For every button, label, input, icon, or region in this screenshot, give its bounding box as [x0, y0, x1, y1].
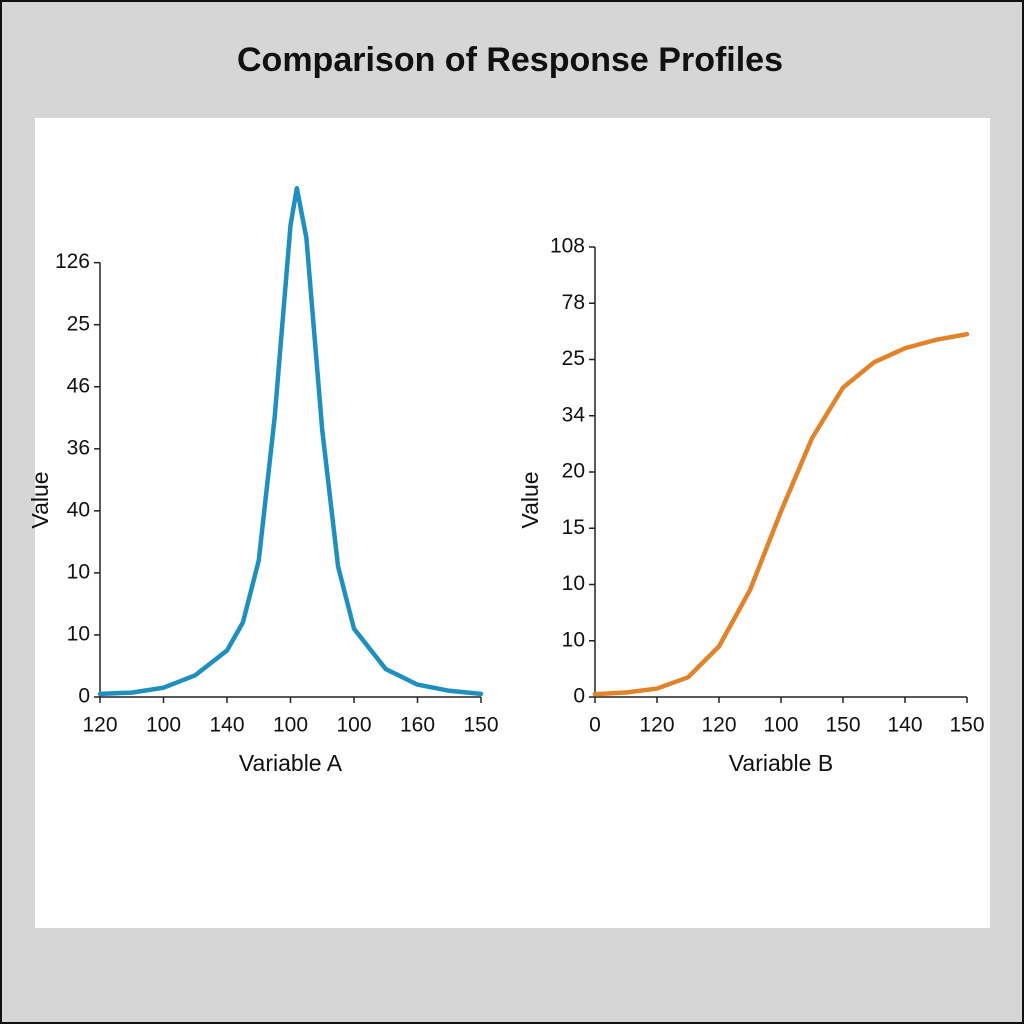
x-tick-label: 140	[209, 714, 244, 737]
y-tick-label: 46	[67, 374, 90, 397]
y-tick-label: 20	[562, 460, 585, 483]
panel	[35, 118, 990, 928]
y-tick-label: 25	[67, 312, 90, 335]
y-tick-label: 10	[67, 622, 90, 645]
y-tick-label: 10	[562, 628, 585, 651]
x-axis-label: Variable B	[729, 750, 833, 776]
x-tick-label: 150	[949, 714, 984, 737]
y-tick-label: 34	[562, 403, 586, 426]
x-tick-label: 150	[463, 714, 498, 737]
y-tick-label: 25	[562, 347, 585, 370]
y-tick-label: 15	[562, 516, 585, 539]
x-tick-label: 150	[825, 714, 860, 737]
y-axis-label: Value	[517, 471, 543, 528]
x-tick-label: 100	[336, 714, 371, 737]
y-tick-label: 0	[573, 685, 585, 708]
x-tick-label: 100	[273, 714, 308, 737]
series-line	[97, 185, 484, 697]
x-tick-label: 120	[701, 714, 736, 737]
y-tick-label: 126	[55, 250, 90, 273]
y-axis-label: Value	[27, 471, 53, 528]
x-tick-label: 120	[82, 714, 117, 737]
y-tick-label: 36	[67, 436, 90, 459]
y-tick-label: 10	[562, 572, 585, 595]
x-tick-label: 100	[146, 714, 181, 737]
x-tick-label: 160	[400, 714, 435, 737]
y-tick-label: 108	[550, 235, 585, 258]
y-tick-label: 40	[67, 498, 90, 521]
x-tick-label: 140	[887, 714, 922, 737]
y-tick-label: 0	[78, 685, 90, 708]
series-line	[592, 331, 970, 697]
x-tick-label: 120	[639, 714, 674, 737]
y-tick-label: 78	[562, 291, 585, 314]
y-tick-label: 10	[67, 560, 90, 583]
x-tick-label: 0	[589, 714, 601, 737]
x-axis-label: Variable A	[239, 750, 343, 776]
page-title: Comparison of Response Profiles	[237, 41, 783, 79]
x-tick-label: 100	[763, 714, 798, 737]
